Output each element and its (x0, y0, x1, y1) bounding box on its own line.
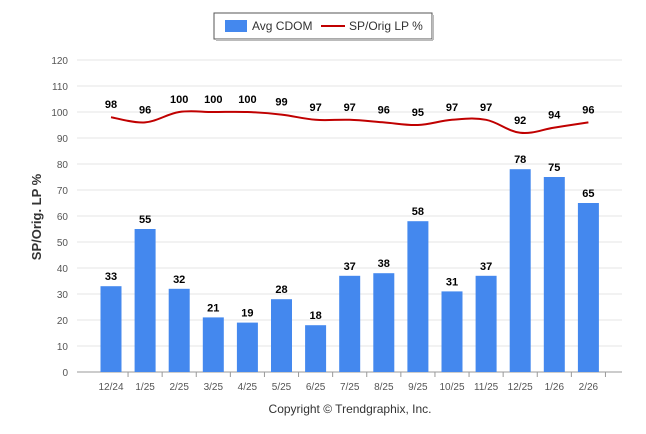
bar (475, 275, 497, 372)
bar (236, 322, 258, 372)
legend: Avg CDOM SP/Orig LP % (213, 12, 434, 41)
bars: 33 55 32 21 19 28 18 37 38 58 31 37 78 75 65 (100, 154, 599, 372)
x-tick-label: 6/25 (306, 382, 326, 393)
legend-label-sp-orig: SP/Orig LP % (349, 19, 423, 33)
line-value-label: 94 (548, 110, 561, 122)
x-tick-label: 4/25 (238, 382, 258, 393)
x-tick-label: 12/24 (98, 382, 123, 393)
bar-value-label: 38 (378, 258, 390, 270)
bar (339, 275, 361, 372)
y-tick-label: 110 (52, 82, 68, 93)
bar (407, 221, 429, 372)
bar (168, 288, 190, 372)
line-series: 98 96 100 100 100 99 97 97 96 95 97 97 92 94 96 (105, 94, 595, 135)
bar (100, 286, 122, 372)
line-value-label: 96 (582, 104, 594, 116)
bar-value-label: 37 (480, 261, 492, 273)
x-tick-label: 8/25 (374, 382, 394, 393)
x-tick-label: 12/25 (508, 382, 533, 393)
bar (134, 229, 156, 372)
line-value-label: 97 (309, 102, 321, 114)
bar (271, 299, 292, 372)
line-value-label: 98 (105, 99, 117, 111)
grid (77, 59, 622, 373)
bar-value-label: 75 (548, 162, 560, 174)
y-tick-label: 90 (57, 134, 69, 145)
line-value-label: 99 (275, 97, 287, 109)
x-tick-label: 10/25 (439, 382, 464, 393)
bar-value-label: 65 (582, 188, 594, 200)
x-tick-label: 11/25 (474, 382, 499, 393)
bar (202, 317, 224, 372)
x-tick-label: 1/26 (545, 382, 565, 393)
bar-value-label: 28 (275, 284, 287, 296)
line-value-label: 96 (139, 104, 151, 116)
bar-value-label: 19 (241, 308, 253, 320)
x-tick-label: 1/25 (135, 382, 155, 393)
y-tick-label: 120 (51, 56, 68, 67)
x-tick-label: 3/25 (204, 382, 224, 393)
y-tick-label: 10 (57, 342, 69, 353)
line-value-label: 97 (480, 102, 492, 114)
y-tick-label: 40 (57, 264, 69, 275)
x-tick-label: 7/25 (340, 382, 360, 393)
bar (577, 203, 599, 372)
x-axis-ticks: 12/24 1/25 2/25 3/25 4/25 5/25 6/25 7/25 8/25 9/2… (98, 372, 606, 393)
bar (441, 291, 463, 372)
y-tick-label: 30 (57, 290, 69, 301)
bar-value-label: 55 (139, 214, 151, 226)
x-tick-label: 2/25 (169, 382, 189, 393)
y-tick-label: 20 (57, 316, 69, 327)
y-tick-label: 100 (51, 108, 68, 119)
y-axis-ticks: 0 10 20 30 40 50 60 70 80 90 100 110 120 (51, 56, 68, 379)
line-value-label: 92 (514, 115, 526, 127)
x-tick-label: 9/25 (408, 382, 428, 393)
bar-value-label: 37 (344, 261, 356, 273)
y-tick-label: 60 (57, 212, 69, 223)
line-value-label: 100 (238, 94, 256, 106)
line-value-label: 97 (344, 102, 356, 114)
y-axis-label: SP/Orig. LP % (29, 173, 44, 260)
y-tick-label: 80 (57, 160, 69, 171)
legend-label-avg-cdom: Avg CDOM (252, 19, 312, 33)
x-tick-label: 2/26 (579, 382, 599, 393)
line-value-label: 95 (412, 107, 424, 119)
bar-value-label: 18 (309, 310, 321, 322)
bar-value-label: 33 (105, 271, 117, 283)
bar-value-label: 21 (207, 302, 219, 314)
x-tick-label: 5/25 (272, 382, 292, 393)
line-value-label: 96 (378, 104, 390, 116)
bar (543, 177, 565, 372)
line-value-label: 100 (204, 94, 222, 106)
bar-value-label: 78 (514, 154, 526, 166)
series-line-sp-orig (110, 110, 589, 135)
y-tick-label: 50 (57, 238, 69, 249)
bar (509, 169, 531, 372)
copyright-footer: Copyright © Trendgraphix, Inc. (269, 402, 432, 416)
bar-value-label: 58 (412, 206, 424, 218)
bar-value-label: 31 (446, 276, 458, 288)
line-value-label: 100 (170, 94, 188, 106)
bar (373, 273, 395, 372)
line-value-label: 97 (446, 102, 458, 114)
y-tick-label: 70 (57, 186, 69, 197)
bar-value-label: 32 (173, 274, 185, 286)
legend-swatch-avg-cdom (225, 20, 247, 32)
bar (305, 325, 327, 372)
y-tick-label: 0 (62, 368, 68, 379)
